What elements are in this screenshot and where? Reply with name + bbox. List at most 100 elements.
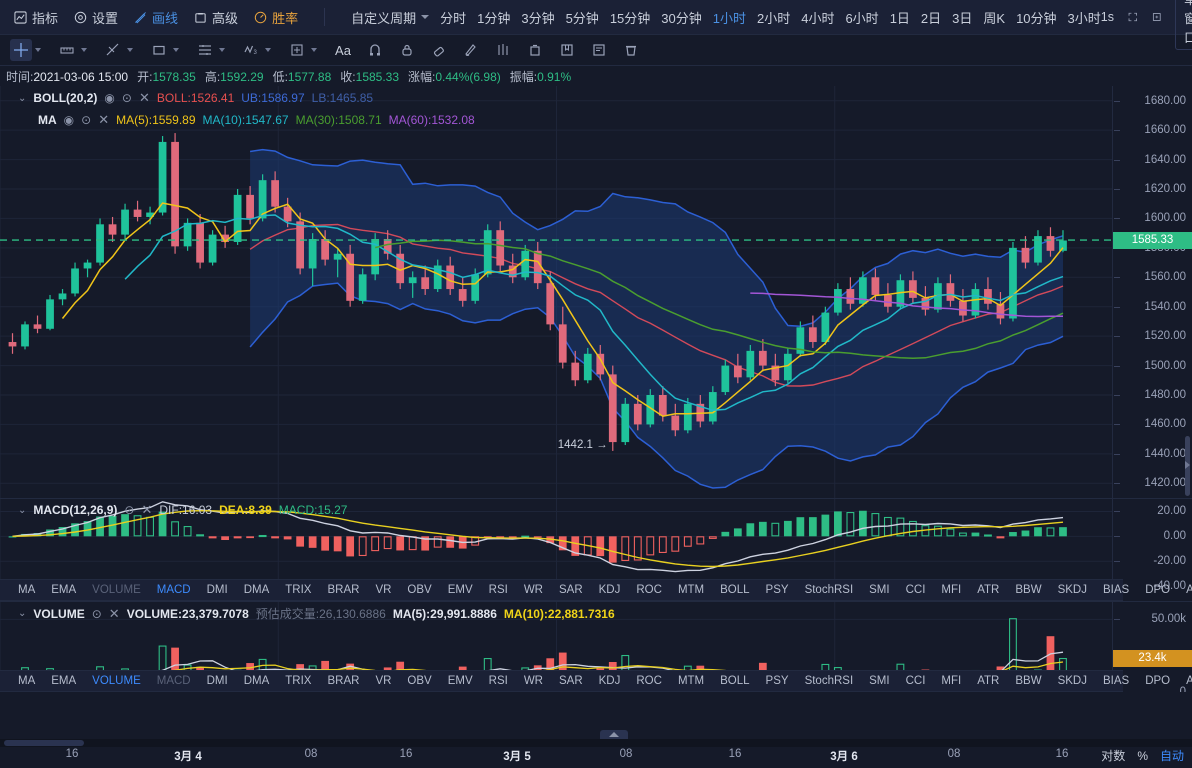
percent-scale-button[interactable]: %	[1137, 748, 1148, 763]
indicator-tab-ema[interactable]: EMA	[51, 584, 77, 596]
indicator-tab-ma[interactable]: MA	[18, 675, 36, 687]
gear-icon[interactable]: ⊙	[121, 91, 132, 105]
custom-period-button[interactable]: 自定义周期	[351, 8, 430, 27]
indicator-tab-brar[interactable]: BRAR	[327, 584, 360, 596]
indicator-tab-stochrsi[interactable]: StochRSI	[804, 584, 854, 596]
indicator-tab-dpo[interactable]: DPO	[1145, 584, 1171, 596]
price-axis[interactable]: 1680.001660.001640.001620.001600.001580.…	[1112, 86, 1192, 498]
indicator-tab-dma[interactable]: DMA	[243, 584, 270, 596]
rectangle-caret-icon[interactable]	[173, 48, 179, 52]
indicator-tab-vr[interactable]: VR	[375, 675, 392, 687]
indicator-tab-mtm[interactable]: MTM	[677, 584, 705, 596]
settings-button[interactable]: 设置	[74, 8, 118, 27]
indicator-tab-sar[interactable]: SAR	[558, 675, 583, 687]
period-week[interactable]: 周K	[983, 10, 1006, 26]
indicator-tab-smi[interactable]: SMI	[869, 584, 890, 596]
indicator-tab-boll[interactable]: BOLL	[720, 584, 750, 596]
volume-axis[interactable]: 50.00k 0	[1112, 602, 1192, 692]
eraser-tool[interactable]	[428, 39, 450, 61]
indicator-button[interactable]: 指标	[14, 8, 58, 27]
gear-icon[interactable]: ⊙	[91, 606, 102, 621]
refresh-rate-label[interactable]: 1s	[1100, 10, 1114, 24]
indicator-tab-boll[interactable]: BOLL	[720, 675, 750, 687]
indicator-tab-volume[interactable]: VOLUME	[92, 675, 141, 687]
indicator-tab-dpo[interactable]: DPO	[1145, 675, 1171, 687]
indicator-tab-ao[interactable]: AO	[1178, 584, 1192, 596]
eye-icon[interactable]: ◉	[104, 91, 115, 105]
indicator-tab-cci[interactable]: CCI	[905, 584, 926, 596]
indicator-tab-skdj[interactable]: SKDJ	[1057, 675, 1087, 687]
period-10m[interactable]: 10分钟	[1016, 10, 1057, 26]
indicator-tab-trix[interactable]: TRIX	[285, 675, 312, 687]
horizontal-scrollbar-thumb[interactable]	[4, 740, 84, 746]
delete-tool[interactable]	[620, 39, 642, 61]
indicator-tab-volume[interactable]: VOLUME	[92, 584, 141, 596]
horizontal-scrollbar-track[interactable]	[0, 739, 1192, 747]
indicator-tab-kdj[interactable]: KDJ	[598, 675, 621, 687]
price-plot[interactable]	[0, 86, 1113, 498]
indicator-tab-atr[interactable]: ATR	[977, 584, 1000, 596]
gear-icon[interactable]: ⊙	[124, 503, 135, 517]
lock-tool[interactable]	[396, 39, 418, 61]
indicator-tab-stochrsi[interactable]: StochRSI	[804, 675, 854, 687]
rectangle-tool[interactable]	[148, 39, 170, 61]
indicator-tab-ao[interactable]: AO	[1186, 675, 1192, 687]
collapse-chevron-icon[interactable]: ⌄	[18, 92, 27, 104]
close-icon[interactable]: ✕	[138, 90, 150, 105]
indicator-tab-macd[interactable]: MACD	[156, 584, 191, 596]
collapse-chevron-icon[interactable]: ⌄	[18, 504, 27, 516]
collapse-chevron-icon[interactable]: ⌄	[18, 608, 27, 619]
indicator-tab-bias[interactable]: BIAS	[1102, 675, 1130, 687]
period-3d[interactable]: 3日	[952, 10, 973, 26]
fullscreen-icon[interactable]	[1128, 10, 1138, 24]
eye-icon[interactable]: ◉	[63, 113, 75, 127]
period-1h[interactable]: 1小时	[712, 10, 746, 26]
indicator-tab-mtm[interactable]: MTM	[677, 675, 705, 687]
indicator-tab-bbw[interactable]: BBW	[1015, 584, 1042, 596]
indicator-tab-ema[interactable]: EMA	[51, 675, 77, 687]
indicator-tab-vr[interactable]: VR	[375, 584, 392, 596]
trendline-caret-icon[interactable]	[127, 48, 133, 52]
advanced-button[interactable]: 高级	[194, 8, 238, 27]
close-icon[interactable]: ✕	[141, 502, 153, 517]
close-icon[interactable]: ✕	[108, 605, 120, 621]
fib-grid-tool[interactable]	[286, 39, 308, 61]
text-tool[interactable]: Aa	[332, 39, 354, 61]
ruler-tool[interactable]	[56, 39, 78, 61]
period-5m[interactable]: 5分钟	[565, 10, 599, 26]
period-4h[interactable]: 4小时	[801, 10, 835, 26]
indicator-tab-dma[interactable]: DMA	[243, 675, 270, 687]
indicator-tab-rsi[interactable]: RSI	[488, 584, 508, 596]
trendline-tool[interactable]	[102, 39, 124, 61]
parallel-channel-tool[interactable]	[194, 39, 216, 61]
indicator-tab-wr[interactable]: WR	[523, 675, 543, 687]
ruler-caret-icon[interactable]	[81, 48, 87, 52]
auto-scale-button[interactable]: 自动	[1159, 749, 1184, 763]
period-3h[interactable]: 3小时	[1067, 10, 1101, 26]
magnet-tool[interactable]	[364, 39, 386, 61]
macd-axis[interactable]: 20.00 0.00 -20.00 -40.00	[1112, 499, 1192, 601]
bookmark-tool[interactable]	[556, 39, 578, 61]
macd-indicator-tabs[interactable]: MA EMA VOLUME MACD DMI DMA TRIX BRAR VR OBV EMV RSI…	[0, 579, 1192, 601]
indicator-tab-obv[interactable]: OBV	[407, 584, 432, 596]
indicator-tab-bias[interactable]: BIAS	[1102, 584, 1130, 596]
visibility-tool[interactable]	[524, 39, 546, 61]
period-1d[interactable]: 1日	[889, 10, 910, 26]
indicator-tab-emv[interactable]: EMV	[447, 675, 473, 687]
indicator-tab-dmi[interactable]: DMI	[206, 675, 228, 687]
period-6h[interactable]: 6小时	[845, 10, 879, 26]
brush-tool[interactable]	[460, 39, 482, 61]
period-15m[interactable]: 15分钟	[609, 10, 651, 26]
indicator-tab-mfi[interactable]: MFI	[941, 675, 962, 687]
indicator-tab-rsi[interactable]: RSI	[488, 675, 508, 687]
period-30m[interactable]: 30分钟	[661, 10, 702, 26]
fib-grid-caret-icon[interactable]	[311, 48, 317, 52]
indicator-tab-ma[interactable]: MA	[18, 584, 36, 596]
emoji-tool[interactable]	[492, 39, 514, 61]
indicator-tab-sar[interactable]: SAR	[558, 584, 583, 596]
snapshot-icon[interactable]	[1152, 10, 1162, 24]
indicator-tab-skdj[interactable]: SKDJ	[1057, 584, 1087, 596]
indicator-tab-cci[interactable]: CCI	[905, 675, 926, 687]
drawing-button[interactable]: 画线	[134, 8, 178, 27]
indicator-tab-trix[interactable]: TRIX	[285, 584, 312, 596]
